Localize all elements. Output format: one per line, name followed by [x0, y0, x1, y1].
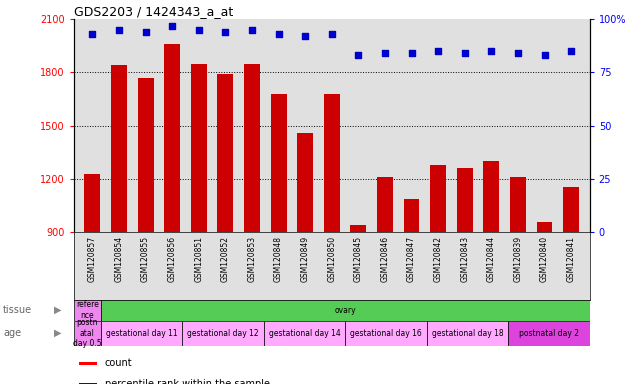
Point	[167, 23, 178, 29]
Text: GSM120846: GSM120846	[380, 236, 390, 282]
Text: GSM120840: GSM120840	[540, 236, 549, 282]
Bar	[271, 94, 287, 232]
Text: GSM120847: GSM120847	[407, 236, 416, 282]
Bar	[138, 78, 153, 232]
Text: postn
atal
day 0.5: postn atal day 0.5	[73, 318, 102, 348]
Text: GSM120843: GSM120843	[460, 236, 469, 282]
Point	[221, 29, 231, 35]
Text: GSM120857: GSM120857	[88, 236, 97, 282]
Bar	[101, 321, 182, 346]
Point	[274, 31, 284, 37]
Bar	[79, 362, 97, 364]
Bar	[430, 165, 446, 232]
Text: ▶: ▶	[54, 305, 62, 315]
Point	[379, 50, 390, 56]
Text: GSM120854: GSM120854	[115, 236, 124, 282]
Bar	[351, 225, 366, 232]
Point	[194, 27, 204, 33]
Text: GSM120856: GSM120856	[168, 236, 177, 282]
Bar	[264, 321, 345, 346]
Text: GSM120844: GSM120844	[487, 236, 495, 282]
Point	[87, 31, 97, 37]
Point	[300, 33, 310, 39]
Bar	[182, 321, 264, 346]
Bar	[79, 383, 97, 384]
Bar	[244, 64, 260, 232]
Point	[539, 52, 549, 58]
Point	[433, 48, 443, 54]
Text: postnatal day 2: postnatal day 2	[519, 329, 579, 338]
Bar	[457, 169, 472, 232]
Bar	[74, 321, 101, 346]
Text: age: age	[3, 328, 21, 338]
Text: GSM120839: GSM120839	[513, 236, 522, 282]
Bar	[85, 174, 100, 232]
Point	[140, 29, 151, 35]
Point	[247, 27, 257, 33]
Bar	[563, 187, 579, 232]
Bar	[324, 94, 340, 232]
Bar	[74, 300, 101, 321]
Bar	[508, 321, 590, 346]
Text: GDS2203 / 1424343_a_at: GDS2203 / 1424343_a_at	[74, 5, 233, 18]
Text: GSM120849: GSM120849	[301, 236, 310, 282]
Text: GSM120852: GSM120852	[221, 236, 230, 282]
Text: percentile rank within the sample: percentile rank within the sample	[104, 379, 270, 384]
Bar	[345, 321, 427, 346]
Bar	[510, 177, 526, 232]
Bar	[483, 161, 499, 232]
Point	[513, 50, 523, 56]
Text: GSM120850: GSM120850	[327, 236, 337, 282]
Bar	[217, 74, 233, 232]
Text: GSM120853: GSM120853	[247, 236, 256, 282]
Point	[460, 50, 470, 56]
Bar	[537, 222, 553, 232]
Text: GSM120842: GSM120842	[433, 236, 442, 282]
Bar	[377, 177, 393, 232]
Point	[486, 48, 496, 54]
Point	[566, 48, 576, 54]
Point	[327, 31, 337, 37]
Text: GSM120855: GSM120855	[141, 236, 150, 282]
Text: gestational day 16: gestational day 16	[350, 329, 422, 338]
Text: GSM120841: GSM120841	[567, 236, 576, 282]
Text: count: count	[104, 358, 132, 368]
Bar	[191, 64, 206, 232]
Bar	[427, 321, 508, 346]
Text: gestational day 14: gestational day 14	[269, 329, 340, 338]
Text: gestational day 18: gestational day 18	[431, 329, 503, 338]
Bar	[297, 133, 313, 232]
Text: gestational day 11: gestational day 11	[106, 329, 178, 338]
Text: gestational day 12: gestational day 12	[187, 329, 259, 338]
Text: GSM120848: GSM120848	[274, 236, 283, 282]
Point	[353, 52, 363, 58]
Bar	[164, 44, 180, 232]
Text: ▶: ▶	[54, 328, 62, 338]
Text: refere
nce: refere nce	[76, 300, 99, 320]
Point	[114, 27, 124, 33]
Bar	[404, 199, 419, 232]
Text: tissue: tissue	[3, 305, 32, 315]
Bar	[111, 65, 127, 232]
Text: GSM120845: GSM120845	[354, 236, 363, 282]
Text: ovary: ovary	[335, 306, 356, 314]
Text: GSM120851: GSM120851	[194, 236, 203, 282]
Point	[406, 50, 417, 56]
